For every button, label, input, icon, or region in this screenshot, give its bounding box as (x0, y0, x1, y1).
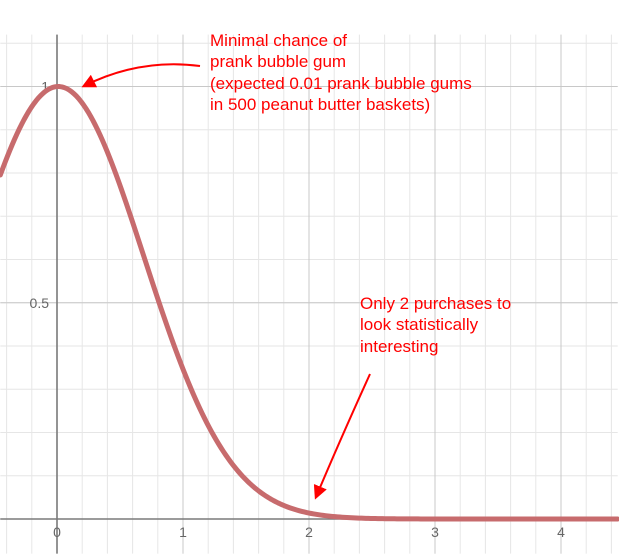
annotation-line: prank bubble gum (210, 52, 346, 71)
annotation-line: Only 2 purchases to (360, 294, 511, 313)
y-tick-label: 0.5 (30, 295, 50, 311)
x-tick-label: 2 (305, 524, 313, 540)
annotation-line: look statistically (360, 315, 478, 334)
x-tick-label: 1 (179, 524, 187, 540)
annotation-line: in 500 peanut butter baskets) (210, 95, 430, 114)
x-tick-label: 0 (53, 524, 61, 540)
annotation-line: (expected 0.01 prank bubble gums (210, 74, 472, 93)
x-tick-label: 4 (557, 524, 565, 540)
annotation-minimal-chance: Minimal chance of prank bubble gum (expe… (210, 30, 472, 115)
annotation-two-purchases: Only 2 purchases to look statistically i… (360, 293, 511, 357)
x-tick-label: 3 (431, 524, 439, 540)
annotation-line: Minimal chance of (210, 31, 347, 50)
annotation-line: interesting (360, 337, 438, 356)
